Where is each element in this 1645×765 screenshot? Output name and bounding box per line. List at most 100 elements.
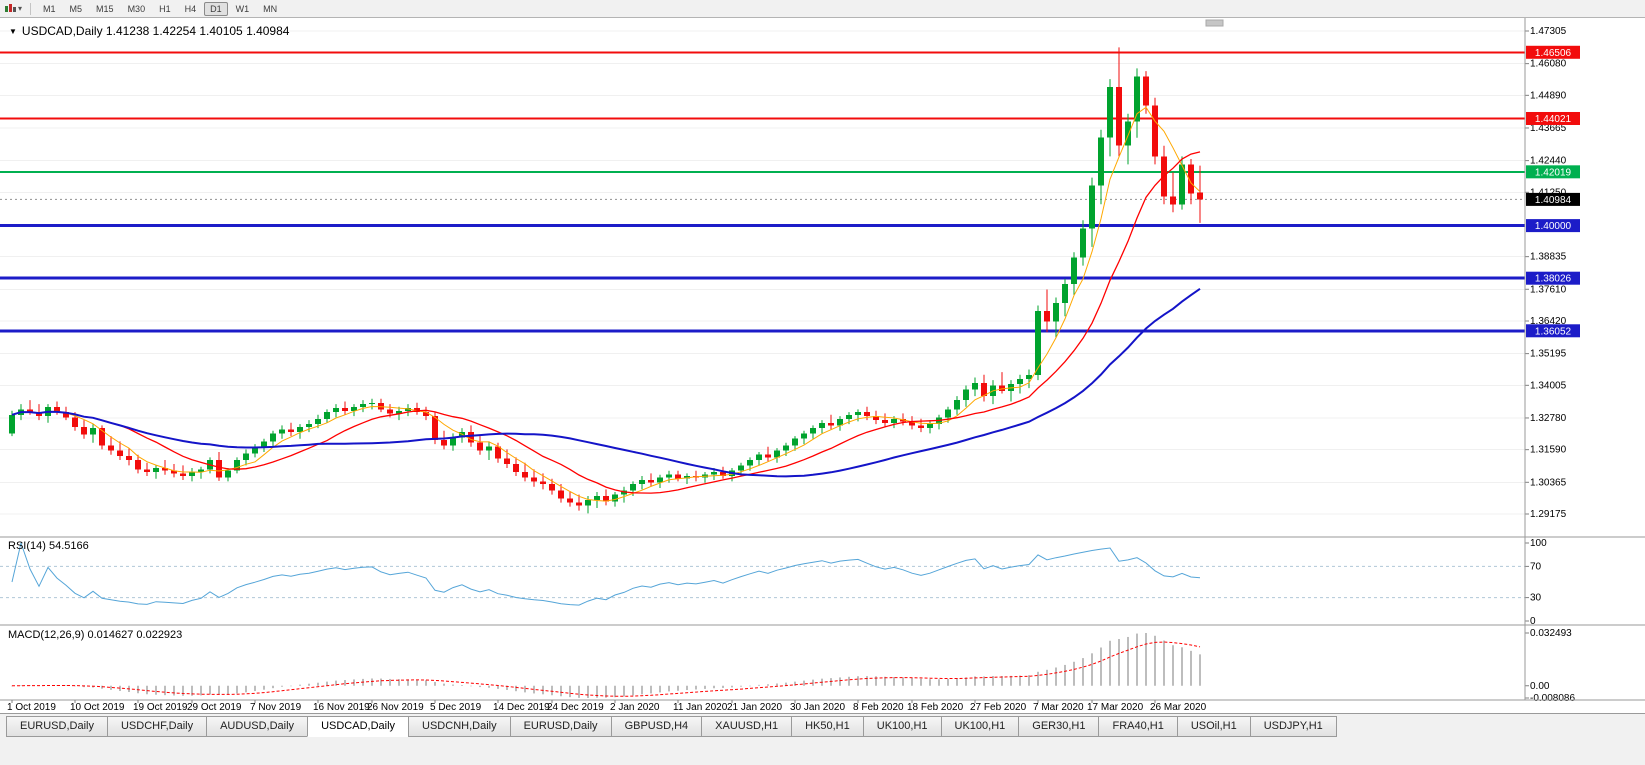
chart-context-arrow-icon[interactable]: ▼ [9, 26, 17, 36]
macd-histogram-bar [479, 685, 481, 688]
timeframe-button-d1[interactable]: D1 [204, 1, 228, 16]
candle-bearish [180, 473, 186, 477]
price-axis-tick-label: 1.32780 [1530, 413, 1567, 424]
macd-histogram-bar [911, 678, 913, 686]
chart-tab-fra40-h1[interactable]: FRA40,H1 [1098, 716, 1178, 737]
price-axis-tick-label: 1.42440 [1530, 156, 1567, 167]
macd-histogram-bar [488, 685, 490, 688]
chart-tab-usdcnh-daily[interactable]: USDCNH,Daily [408, 716, 511, 737]
dropdown-arrow-icon[interactable]: ▾ [18, 4, 23, 13]
chart-tab-eurusd-daily[interactable]: EURUSD,Daily [6, 716, 108, 737]
macd-histogram-bar [677, 685, 679, 691]
macd-histogram-bar [722, 685, 724, 688]
candle-bullish [972, 382, 978, 390]
macd-histogram-bar [425, 680, 427, 686]
macd-histogram-bar [182, 685, 184, 696]
chart-type-icon[interactable] [4, 3, 17, 15]
candle-bullish [243, 453, 249, 461]
timeframe-button-m15[interactable]: M15 [96, 3, 114, 14]
macd-histogram-bar [299, 684, 301, 686]
macd-histogram-bar [101, 685, 103, 689]
macd-histogram-bar [515, 685, 517, 692]
timeframe-button-m1[interactable]: M1 [43, 3, 56, 14]
chart-scrollbar-thumb[interactable] [1205, 19, 1224, 27]
time-axis-label: 1 Oct 2019 [7, 702, 56, 713]
chart-tab-ger30-h1[interactable]: GER30,H1 [1018, 716, 1100, 737]
candle-bearish [378, 402, 384, 410]
macd-histogram-bar [146, 685, 148, 695]
macd-histogram-bar [614, 685, 616, 698]
current-price-badge-label: 1.40984 [1535, 195, 1572, 206]
chart-tab-usdcad-daily[interactable]: USDCAD,Daily [307, 716, 410, 737]
candle-bearish [1152, 105, 1158, 157]
candle-bearish [81, 426, 87, 435]
candle-bullish [1017, 378, 1023, 385]
macd-histogram-bar [1091, 653, 1093, 686]
candle-bullish [891, 418, 897, 423]
price-axis-tick-label: 1.31590 [1530, 445, 1567, 456]
macd-histogram-bar [659, 685, 661, 693]
timeframe-button-m30[interactable]: M30 [127, 3, 146, 14]
chart-tab-audusd-daily[interactable]: AUDUSD,Daily [206, 716, 309, 737]
chart-tab-usoil-h1[interactable]: USOil,H1 [1176, 716, 1251, 737]
chart-tab-usdchf-daily[interactable]: USDCHF,Daily [106, 716, 208, 737]
macd-histogram-bar [380, 678, 382, 686]
candle-bearish [117, 450, 123, 457]
timeframe-toolbar: ▾ M1 M5 M15 M30 H1 H4 D1 W1 MN [0, 0, 1645, 18]
chart-tab-xauusd-h1[interactable]: XAUUSD,H1 [701, 716, 793, 737]
macd-histogram-bar [893, 676, 895, 686]
timeframe-button-h1[interactable]: H1 [159, 3, 171, 14]
chart-tab-usdjpy-h1[interactable]: USDJPY,H1 [1249, 716, 1337, 737]
macd-histogram-bar [686, 685, 688, 691]
chart-tab-gbpusd-h4[interactable]: GBPUSD,H4 [610, 716, 703, 737]
candle-bullish [738, 465, 744, 471]
macd-histogram-bar [326, 681, 328, 686]
chart-tab-uk100-h1[interactable]: UK100,H1 [862, 716, 942, 737]
level-1.42019-badge [1526, 165, 1580, 179]
candle-bearish [108, 445, 114, 451]
timeframe-button-group: M1 M5 M15 M30 H1 H4 D1 W1 MN [36, 1, 284, 16]
macd-histogram-bar [209, 685, 211, 695]
chart-tab-eurusd-daily[interactable]: EURUSD,Daily [509, 716, 612, 737]
macd-histogram-bar [569, 685, 571, 698]
chart-tab-hk50-h1[interactable]: HK50,H1 [791, 716, 864, 737]
candle-bullish [819, 422, 825, 429]
macd-histogram-bar [452, 684, 454, 686]
time-axis-label: 29 Oct 2019 [187, 702, 242, 713]
macd-histogram-bar [1010, 675, 1012, 686]
candle-bearish [441, 440, 447, 446]
macd-histogram-bar [1028, 675, 1030, 686]
macd-histogram-bar [632, 685, 634, 696]
timeframe-button-w1[interactable]: W1 [235, 3, 250, 14]
macd-histogram-bar [776, 683, 778, 686]
price-axis-tick-label: 1.44890 [1530, 90, 1567, 101]
candle-bullish [189, 472, 195, 477]
macd-histogram-bar [956, 678, 958, 686]
candle-bearish [1188, 164, 1194, 194]
macd-histogram-bar [902, 677, 904, 686]
macd-histogram-bar [1118, 639, 1120, 686]
chart-tab-uk100-h1[interactable]: UK100,H1 [940, 716, 1020, 737]
macd-histogram-bar [974, 676, 976, 686]
candle-bearish [27, 409, 33, 413]
timeframe-button-mn[interactable]: MN [263, 3, 278, 14]
candle-bullish [963, 389, 969, 401]
current-price-badge [1526, 192, 1580, 206]
rsi-axis-label: 0 [1530, 616, 1536, 627]
candle-bullish [90, 428, 96, 435]
timeframe-button-h4[interactable]: H4 [184, 3, 197, 14]
timeframe-button-m5[interactable]: M5 [69, 3, 83, 14]
macd-histogram-bar [506, 685, 508, 690]
macd-histogram-bar [281, 685, 283, 687]
macd-histogram-bar [866, 676, 868, 686]
macd-histogram-bar [731, 685, 733, 688]
candle-bearish [864, 412, 870, 417]
level-1.46506-badge [1526, 45, 1580, 59]
candle-bullish [684, 476, 690, 479]
moving-average-5 [11, 106, 1201, 502]
time-axis-label: 27 Feb 2020 [970, 702, 1027, 713]
macd-histogram-bar [929, 679, 931, 686]
macd-histogram-bar [1046, 669, 1048, 686]
price-axis-tick-label: 1.35195 [1530, 349, 1567, 360]
